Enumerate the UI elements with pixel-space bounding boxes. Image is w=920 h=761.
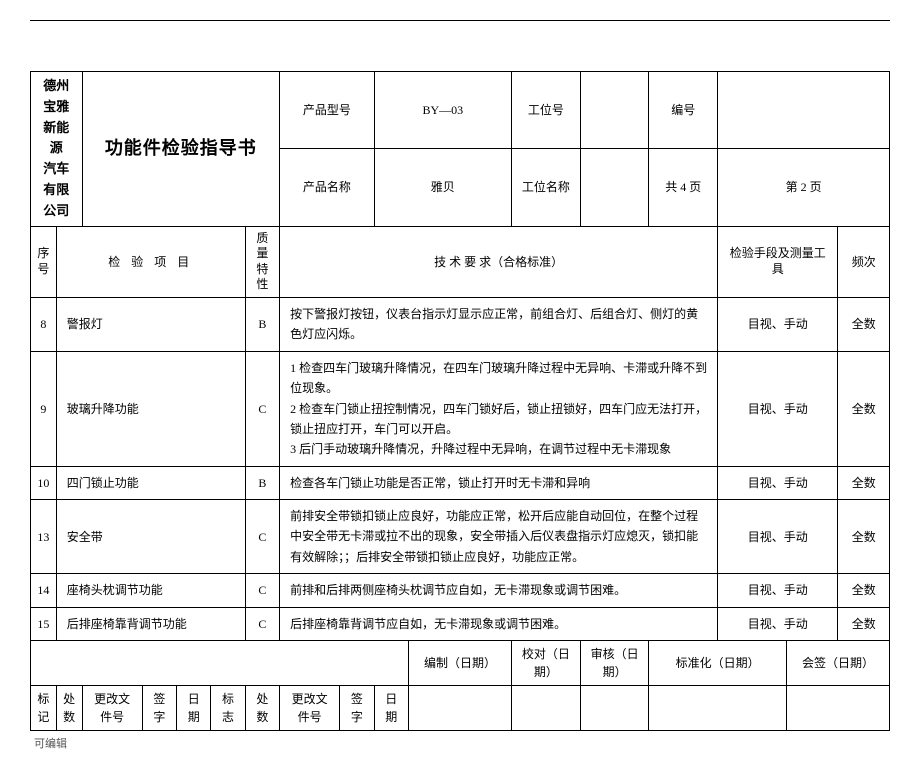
row-freq: 全数 (838, 297, 890, 351)
row-freq: 全数 (838, 466, 890, 499)
row-num: 10 (31, 466, 57, 499)
row-tool: 目视、手动 (718, 297, 838, 351)
hdr-station-no-value (580, 72, 649, 149)
row-num: 9 (31, 351, 57, 466)
table-row: 9 玻璃升降功能 C 1 检查四车门玻璃升降情况，在四车门玻璃升降过程中无异响、… (31, 351, 890, 466)
row-freq: 全数 (838, 574, 890, 607)
table-row: 8 警报灯 B 按下警报灯按钮，仪表台指示灯显示应正常，前组合灯、后组合灯、侧灯… (31, 297, 890, 351)
hdr-doc-no-value (718, 72, 890, 149)
row-tool: 目视、手动 (718, 351, 838, 466)
row-tool: 目视、手动 (718, 466, 838, 499)
row-item: 四门锁止功能 (56, 466, 245, 499)
approval-standard: 标准化（日期） (649, 641, 786, 686)
approval-row: 编制（日期） 校对（日期） 审核（日期） 标准化（日期） 会签（日期） (31, 641, 890, 686)
inspection-table: 德州宝雅新能源 汽车有限公司 功能件检验指导书 产品型号 BY—03 工位号 编… (30, 71, 890, 731)
table-row: 15 后排座椅靠背调节功能 C 后排座椅靠背调节应自如，无卡滞现象或调节困难。 … (31, 607, 890, 640)
rev-date: 日期 (177, 686, 211, 731)
row-quality: C (245, 351, 279, 466)
col-num: 序号 (31, 226, 57, 297)
row-num: 15 (31, 607, 57, 640)
table-row: 13 安全带 C 前排安全带锁扣锁止应良好，功能应正常，松开后应能自动回位，在整… (31, 500, 890, 574)
row-num: 13 (31, 500, 57, 574)
rev-count: 处数 (56, 686, 82, 731)
row-tool: 目视、手动 (718, 607, 838, 640)
hdr-model-value: BY—03 (374, 72, 511, 149)
row-quality: B (245, 466, 279, 499)
row-freq: 全数 (838, 351, 890, 466)
top-rule (30, 20, 890, 21)
hdr-name-value: 雅贝 (374, 149, 511, 226)
row-req: 前排安全带锁扣锁止应良好，功能应正常，松开后应能自动回位，在整个过程中安全带无卡… (280, 500, 718, 574)
row-item: 警报灯 (56, 297, 245, 351)
col-req: 技 术 要 求（合格标准） (280, 226, 718, 297)
col-freq: 频次 (838, 226, 890, 297)
row-item: 安全带 (56, 500, 245, 574)
rev-mark: 标记 (31, 686, 57, 731)
row-item: 座椅头枕调节功能 (56, 574, 245, 607)
row-quality: B (245, 297, 279, 351)
row-req: 按下警报灯按钮，仪表台指示灯显示应正常，前组合灯、后组合灯、侧灯的黄色灯应闪烁。 (280, 297, 718, 351)
row-item: 后排座椅靠背调节功能 (56, 607, 245, 640)
col-item: 检 验 项 目 (56, 226, 245, 297)
company-name: 德州宝雅新能源 汽车有限公司 (31, 72, 83, 227)
row-num: 14 (31, 574, 57, 607)
row-req: 后排座椅靠背调节应自如，无卡滞现象或调节困难。 (280, 607, 718, 640)
row-quality: C (245, 500, 279, 574)
approval-sign: 会签（日期） (786, 641, 889, 686)
row-req: 前排和后排两侧座椅头枕调节应自如，无卡滞现象或调节困难。 (280, 574, 718, 607)
rev-count2: 处数 (245, 686, 279, 731)
rev-flag: 标志 (211, 686, 245, 731)
row-num: 8 (31, 297, 57, 351)
hdr-page: 第 2 页 (718, 149, 890, 226)
hdr-station-name-value (580, 149, 649, 226)
col-quality: 质量特性 (245, 226, 279, 297)
approval-review: 审核（日期） (580, 641, 649, 686)
row-item: 玻璃升降功能 (56, 351, 245, 466)
row-freq: 全数 (838, 500, 890, 574)
hdr-station-no-label: 工位号 (512, 72, 581, 149)
row-quality: C (245, 574, 279, 607)
hdr-name-label: 产品名称 (280, 149, 374, 226)
approval-proof: 校对（日期） (512, 641, 581, 686)
row-tool: 目视、手动 (718, 500, 838, 574)
hdr-model-label: 产品型号 (280, 72, 374, 149)
rev-change-no: 更改文件号 (82, 686, 142, 731)
rev-signature2: 签字 (340, 686, 374, 731)
row-req: 1 检查四车门玻璃升降情况，在四车门玻璃升降过程中无异响、卡滞或升降不到位现象。… (280, 351, 718, 466)
rev-signature: 签字 (142, 686, 176, 731)
rev-date2: 日期 (374, 686, 408, 731)
hdr-doc-no-label: 编号 (649, 72, 718, 149)
table-row: 14 座椅头枕调节功能 C 前排和后排两侧座椅头枕调节应自如，无卡滞现象或调节困… (31, 574, 890, 607)
rev-change-no2: 更改文件号 (280, 686, 340, 731)
col-tool: 检验手段及测量工具 (718, 226, 838, 297)
row-quality: C (245, 607, 279, 640)
row-tool: 目视、手动 (718, 574, 838, 607)
document-title: 功能件检验指导书 (82, 72, 280, 227)
row-freq: 全数 (838, 607, 890, 640)
row-req: 检查各车门锁止功能是否正常，锁止打开时无卡滞和异响 (280, 466, 718, 499)
approval-compile: 编制（日期） (408, 641, 511, 686)
table-row: 10 四门锁止功能 B 检查各车门锁止功能是否正常，锁止打开时无卡滞和异响 目视… (31, 466, 890, 499)
hdr-station-name-label: 工位名称 (512, 149, 581, 226)
footer-note: 可编辑 (34, 735, 890, 751)
hdr-pages: 共 4 页 (649, 149, 718, 226)
